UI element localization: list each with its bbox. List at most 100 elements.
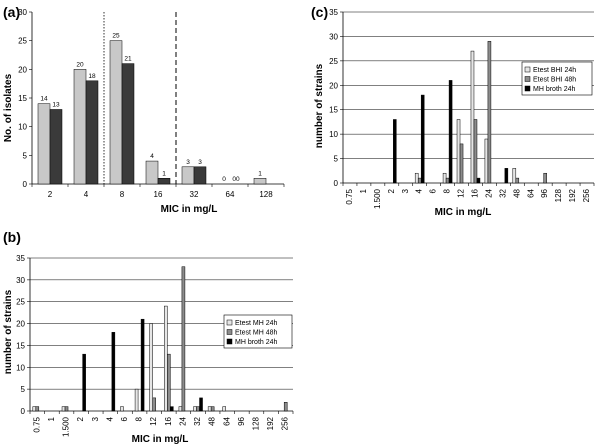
panel-c-bar-etest-bhi-24h [470,50,475,184]
panel-c-legend-label: MH broth 24h [533,86,576,93]
panel-a-data-label: 3 [198,159,202,166]
panel-b-bar-etest-mh-24h [222,406,226,412]
panel-c-bar-etest-bhi-24h [414,172,419,184]
panel-a-label: (a) [3,4,20,20]
panel-b-y-tick-label: 35 [16,254,25,263]
panel-a-y-tick-label: 15 [18,94,27,103]
panel-c-bar-etest-bhi-48h [445,177,450,184]
panel-b-x-tick-label: 16 [164,416,173,425]
panel-c-x-tick-label: 256 [582,188,591,202]
panel-c-x-tick-label: 1 [359,188,368,193]
panel-b-bar-etest-mh-48h [64,406,69,412]
panel-b-x-tick-label: 12 [149,416,158,425]
panel-a-data-label: 25 [112,33,120,40]
panel-b-x-tick-label: 3 [91,416,100,421]
panel-a-bar-series-1 [253,178,267,185]
panel-b-legend-label: Etest MH 24h [235,320,278,327]
panel-a-y-tick-label: 0 [23,180,28,189]
panel-c-bar-mh-broth-24h [476,177,481,184]
panel-a-x-axis-title: MIC in mg/L [161,204,218,215]
panel-b-bar-etest-mh-48h [152,397,156,412]
panel-b-x-tick-label: 192 [266,416,275,430]
panel-a-y-tick-label: 10 [18,123,27,132]
panel-b-y-tick-label: 10 [16,363,25,372]
panel-b-x-tick-label: 256 [281,416,290,430]
panel-b-bar-etest-mh-24h [134,388,139,412]
panel-b-label: (b) [3,229,21,245]
panel-c-x-axis-title: MIC in mg/L [435,207,492,218]
panel-b-x-tick-label: 0.75 [32,416,41,432]
panel-b-x-tick-label: 4 [105,416,114,421]
panel-b-bar-etest-mh-48h [35,406,40,412]
panel-b-y-axis-title: number of strains [3,289,14,374]
panel-c-x-tick-label: 64 [526,188,535,197]
panel-c-bar-etest-bhi-48h [487,41,492,184]
panel-b-y-tick-label: 25 [16,298,25,307]
panel-c-x-tick-label: 16 [470,188,479,197]
panel-b-y-tick-label: 20 [16,320,25,329]
panel-b-legend-swatch [226,319,233,326]
panel-a-bar-series-2 [85,80,99,185]
panel-a-y-tick-label: 25 [18,37,27,46]
panel-a-data-label: 0 [222,176,226,183]
panel-c-x-tick-label: 3 [401,188,410,193]
panel-b-x-tick-label: 24 [178,416,187,425]
panel-b-bar-mh-broth-24h [170,406,174,412]
panel-a-bar-series-1 [181,166,195,185]
panel-c-x-tick-label: 1.500 [373,188,382,209]
panel-a-y-tick-label: 5 [23,151,28,160]
panel-b-x-tick-label: 2 [76,416,85,421]
panel-a-y-tick-label: 30 [18,8,27,17]
panel-c-bar-mh-broth-24h [393,119,397,184]
panel-b-x-tick-label: 1.500 [62,416,71,437]
panel-c-y-tick-label: 35 [329,8,338,17]
panel-c-x-tick-label: 6 [429,188,438,193]
panel-c-chart: (c) MIC in mg/L number of strains 0 5 10 15… [311,4,595,218]
panel-b-bar-etest-mh-24h [207,406,212,412]
panel-a-bar-series-1 [37,103,51,185]
panel-b-x-tick-label: 48 [208,416,217,425]
panel-c-bar-etest-bhi-24h [512,168,517,184]
panel-a-data-label: 14 [40,96,48,103]
panel-a-data-label: 21 [124,56,132,63]
panel-a-bar-series-1 [145,160,159,185]
panel-c-bar-etest-bhi-48h [515,177,520,184]
panel-b-bar-etest-mh-48h [283,402,288,412]
panel-a-bar-series-2 [49,109,63,185]
panel-a-data-label: 3 [186,159,190,166]
panel-b-x-tick-label: 64 [222,416,231,425]
panel-a-bar-series-2 [157,178,171,185]
panel-b-x-tick-label: 6 [120,416,129,421]
panel-b-bar-etest-mh-24h [193,406,197,412]
panel-b-legend-label: MH broth 24h [235,339,278,346]
panel-b-x-tick-label: 1 [47,416,56,421]
panel-c-bar-etest-bhi-24h [456,119,461,184]
panel-a-bar-series-1 [73,69,87,185]
panel-a-data-label: 4 [150,153,154,160]
panel-a-chart: (a) MIC in mg/L No. of isolates 05101520… [3,4,285,215]
panel-a-x-tick-label: 32 [190,190,199,199]
panel-b-x-tick-label: 96 [237,416,246,425]
panel-c-x-tick-label: 24 [484,188,493,197]
panel-c-legend-label: Etest BHI 48h [533,77,576,84]
panel-c-label: (c) [311,4,328,20]
panel-c-bar-etest-bhi-48h [543,172,547,184]
panel-b-bar-mh-broth-24h [111,332,116,412]
panel-c-y-tick-label: 20 [329,81,338,90]
panel-b-legend-swatch [226,329,233,335]
panel-c-x-tick-label: 4 [415,188,424,193]
panel-b-bar-etest-mh-24h [61,406,66,412]
panel-c-legend-label: Etest BHI 24h [533,67,576,74]
panel-c-y-tick-label: 10 [329,130,338,139]
panel-c-bar-mh-broth-24h [420,94,425,184]
panel-b-bar-mh-broth-24h [140,318,145,412]
panel-c-x-tick-label: 48 [512,188,521,197]
panel-c-x-tick-label: 0.75 [345,188,354,204]
panel-a-data-label: 20 [76,61,84,68]
panel-c-x-tick-label: 2 [387,188,396,193]
panel-b-x-axis-title: MIC in mg/L [132,434,189,445]
panel-a-data-label: 1 [162,170,166,177]
panel-b-bar-etest-mh-48h [181,266,186,412]
panel-b-bar-etest-mh-24h [32,406,37,412]
